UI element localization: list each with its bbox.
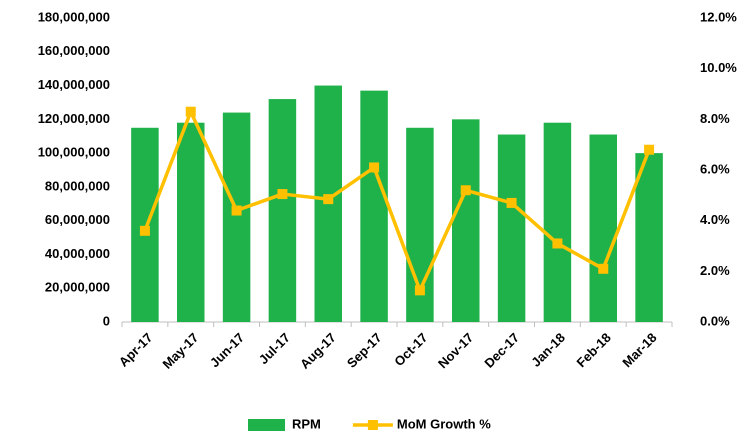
x-tick-label: Sep-17: [344, 330, 385, 371]
line-marker: [277, 189, 288, 200]
y-tick-label: 80,000,000: [45, 178, 110, 193]
line-marker: [139, 225, 150, 236]
y-tick-label: 160,000,000: [38, 43, 110, 58]
line-marker: [231, 205, 242, 216]
x-tick-label: Nov-17: [435, 330, 476, 371]
legend-swatch: [248, 419, 285, 431]
bar: [635, 153, 663, 322]
bar: [497, 134, 526, 322]
x-tick-label: Apr-17: [116, 330, 156, 370]
legend-label: MoM Growth %: [397, 416, 491, 431]
x-tick-label: Feb-18: [574, 330, 614, 370]
bar: [268, 99, 297, 322]
y-tick-label: 120,000,000: [38, 111, 110, 126]
y2-tick-label: 2.0%: [700, 263, 730, 278]
line-marker: [506, 197, 517, 208]
bar: [131, 127, 159, 323]
x-tick-label: Mar-18: [619, 330, 659, 370]
y2-tick-label: 6.0%: [700, 161, 730, 176]
x-tick-label: Jun-17: [207, 330, 247, 370]
legend-label: RPM: [292, 416, 321, 431]
y-tick-label: 140,000,000: [38, 77, 110, 92]
x-tick-label: Dec-17: [481, 330, 522, 371]
y2-tick-label: 0.0%: [700, 313, 730, 328]
y2-tick-label: 8.0%: [700, 111, 730, 126]
line-marker: [185, 106, 196, 117]
bar: [543, 122, 572, 322]
x-tick-label: Jul-17: [256, 330, 293, 367]
y2-tick-label: 10.0%: [700, 60, 737, 75]
bar: [360, 90, 388, 322]
y-tick-label: 0: [103, 313, 110, 328]
line-marker: [552, 238, 563, 249]
line-marker: [460, 185, 471, 196]
y-tick-label: 20,000,000: [45, 280, 110, 295]
line-marker: [369, 162, 380, 173]
bar: [222, 112, 251, 322]
bar: [589, 134, 617, 322]
y2-tick-label: 12.0%: [700, 9, 737, 24]
y-tick-label: 40,000,000: [45, 246, 110, 261]
y-tick-label: 60,000,000: [45, 212, 110, 227]
x-tick-label: Oct-17: [391, 330, 430, 369]
bar: [452, 119, 480, 322]
line-marker: [414, 285, 425, 296]
bar: [177, 122, 205, 322]
y2-tick-label: 4.0%: [700, 212, 730, 227]
y-tick-label: 180,000,000: [38, 9, 110, 24]
x-tick-label: Jan-18: [528, 330, 568, 370]
y-tick-label: 100,000,000: [38, 145, 110, 160]
line: [143, 109, 651, 293]
x-tick-label: Aug-17: [297, 330, 339, 372]
line-marker: [323, 194, 334, 205]
line-marker: [644, 144, 655, 155]
legend-marker: [367, 420, 378, 430]
line-marker: [598, 263, 609, 274]
x-tick-label: May-17: [160, 330, 202, 372]
